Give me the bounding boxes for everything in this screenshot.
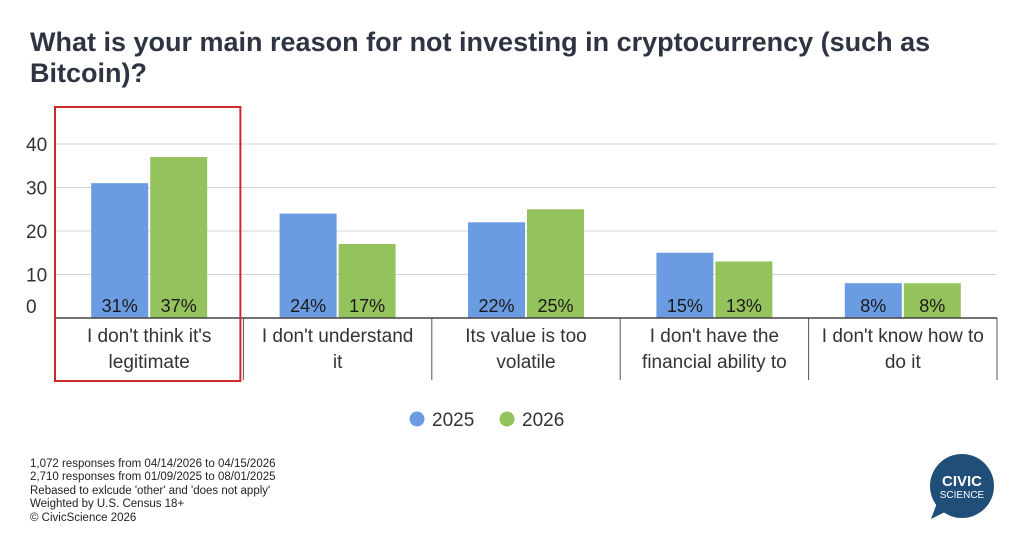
bar-2025 [468, 222, 525, 318]
bar-2025 [656, 252, 714, 318]
x-tick-label: I don't have the [650, 326, 779, 347]
legend-marker-2026 [499, 411, 515, 427]
y-tick-label: 40 [26, 135, 47, 156]
data-label: 31% [102, 296, 138, 316]
footnotes: 1,072 responses from 04/14/2026 to 04/15… [30, 458, 276, 525]
x-tick-label: it [333, 352, 343, 373]
logo-text-civic: CIVIC [942, 473, 982, 490]
data-label: 17% [349, 296, 385, 316]
x-tick-label: financial ability to [642, 352, 787, 373]
y-tick-label: 20 [26, 222, 47, 243]
y-tick-label: 10 [26, 266, 47, 287]
data-label: 37% [161, 296, 197, 316]
x-tick-label: I don't know how to [822, 326, 984, 347]
civicscience-logo: CIVIC SCIENCE [930, 454, 994, 519]
highlight-box [54, 106, 242, 382]
bar-2025 [91, 183, 149, 318]
chart-title: What is your main reason for not investi… [30, 27, 931, 88]
bar-2026 [527, 209, 584, 318]
legend-label: 2026 [522, 410, 564, 431]
y-tick-label: 0 [26, 297, 37, 318]
bar-2026 [150, 157, 208, 318]
bar-2026 [715, 261, 773, 318]
bar-2026 [338, 244, 396, 318]
bar-2026 [903, 283, 961, 318]
x-tick-label: legitimate [109, 352, 190, 373]
bar-2025 [279, 213, 337, 318]
legend-marker-2025 [409, 411, 425, 427]
footnote-line: © CivicScience 2026 [30, 511, 137, 524]
data-label: 24% [290, 296, 326, 316]
x-tick-label: I don't understand [262, 326, 414, 347]
data-label: 8% [919, 296, 945, 316]
data-label: 22% [478, 296, 514, 316]
x-tick-label: do it [885, 352, 922, 373]
footnote-line: 2,710 responses from 01/09/2025 to 08/01… [30, 471, 276, 484]
x-tick-label: volatile [496, 352, 555, 373]
footnote-line: 1,072 responses from 04/14/2026 to 04/15… [30, 458, 276, 470]
footnote-line: Weighted by U.S. Census 18+ [30, 498, 185, 511]
logo-bubble [930, 454, 994, 518]
data-label: 25% [537, 296, 573, 316]
y-tick-label: 30 [26, 179, 47, 200]
data-label: 8% [860, 296, 886, 316]
x-tick-label: Its value is too [465, 326, 586, 347]
data-label: 15% [667, 296, 703, 316]
logo-text-science: SCIENCE [940, 490, 985, 501]
bar-2025 [844, 283, 902, 318]
logo-bubble-tail [931, 503, 949, 519]
legend-label: 2025 [432, 410, 474, 431]
x-tick-label: I don't think it's [87, 326, 211, 347]
footnote-line: Rebased to exlcude 'other' and 'does not… [30, 484, 271, 497]
data-label: 13% [726, 296, 762, 316]
